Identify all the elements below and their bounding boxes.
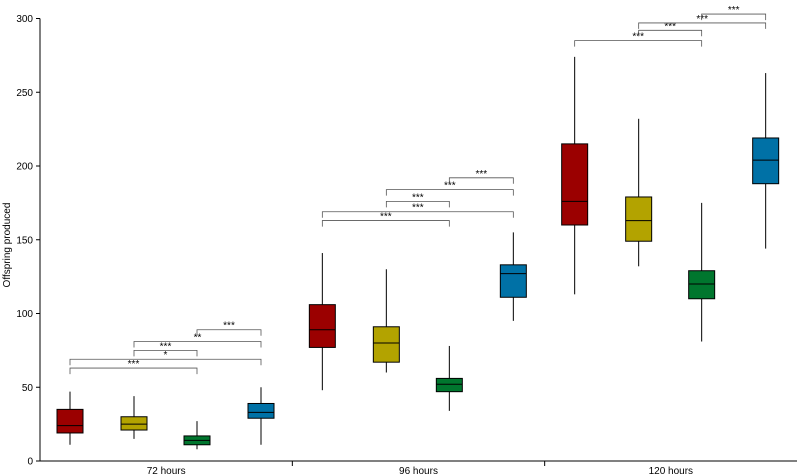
- bracket-line: [638, 29, 703, 37]
- significance-bracket: ***: [385, 181, 514, 196]
- box-1-3: [499, 232, 527, 321]
- box-2-2: [688, 202, 716, 342]
- bracket-line: [321, 220, 450, 227]
- bracket-line: [385, 201, 450, 208]
- box-0-1: [120, 396, 148, 439]
- significance-label: *: [164, 350, 168, 361]
- significance-bracket: *: [69, 350, 262, 366]
- bracket-line: [69, 367, 198, 375]
- significance-label: ***: [160, 341, 172, 352]
- iqr-box: [561, 143, 589, 226]
- iqr-box: [688, 270, 716, 300]
- x-tick-label: 72 hours: [147, 466, 186, 476]
- box-0-3: [247, 387, 275, 445]
- significance-bracket: ***: [448, 169, 514, 184]
- significance-label: ***: [128, 359, 140, 370]
- y-tick-label: 50: [22, 383, 34, 394]
- significance-brackets: ***************************************: [69, 5, 767, 375]
- bracket-line: [448, 177, 514, 184]
- significance-label: ***: [475, 169, 487, 180]
- iqr-box: [435, 377, 463, 393]
- iqr-box: [752, 137, 780, 185]
- significance-bracket: ***: [385, 192, 450, 208]
- y-axis-title: Offspring produced: [2, 203, 13, 288]
- bracket-line: [133, 341, 262, 348]
- iqr-box: [120, 416, 148, 431]
- significance-bracket: ***: [69, 359, 198, 375]
- x-tick-label: 96 hours: [399, 466, 438, 476]
- iqr-box: [499, 264, 527, 298]
- iqr-box: [372, 326, 400, 363]
- significance-bracket: ***: [133, 341, 198, 357]
- y-tick-label: 0: [27, 457, 33, 468]
- significance-bracket: ***: [321, 203, 514, 218]
- significance-label: ***: [412, 192, 424, 203]
- significance-bracket: ***: [321, 212, 450, 227]
- y-tick-label: 300: [16, 14, 33, 25]
- x-axis: 72 hours 96 hours 120 hours: [40, 460, 797, 476]
- iqr-box: [625, 196, 653, 242]
- bracket-line: [196, 329, 262, 336]
- significance-label: ***: [444, 181, 456, 192]
- iqr-box: [56, 408, 84, 434]
- box-1-1: [372, 269, 400, 373]
- y-tick-label: 100: [16, 309, 33, 320]
- bracket-line: [701, 13, 767, 21]
- iqr-box: [247, 402, 275, 419]
- box-2-1: [625, 118, 653, 267]
- significance-label: ***: [664, 21, 676, 32]
- bracket-line: [321, 211, 514, 218]
- box-2-0: [561, 56, 589, 295]
- bracket-line: [69, 358, 262, 366]
- significance-bracket: **: [133, 333, 262, 348]
- significance-label: ***: [223, 321, 235, 332]
- significance-label: ***: [380, 212, 392, 223]
- bracket-line: [133, 349, 198, 357]
- box-1-0: [308, 253, 336, 391]
- box-2-3: [752, 73, 780, 249]
- x-tick-label: 120 hours: [649, 466, 693, 476]
- box-groups: [56, 56, 780, 450]
- significance-bracket: ***: [574, 32, 703, 47]
- y-tick-label: 150: [16, 235, 33, 246]
- bracket-line: [574, 40, 703, 47]
- iqr-box: [308, 304, 336, 348]
- significance-bracket: ***: [638, 21, 703, 37]
- y-tick-label: 250: [16, 88, 33, 99]
- box-1-2: [435, 345, 463, 411]
- significance-bracket: ***: [196, 321, 262, 336]
- box-0-2: [183, 421, 211, 450]
- box-0-0: [56, 391, 84, 445]
- significance-label: ***: [696, 14, 708, 25]
- y-axis: 0 50 100 150 200 250 300: [16, 14, 41, 468]
- bracket-line: [385, 189, 514, 196]
- bracket-line: [638, 22, 767, 29]
- significance-label: ***: [728, 5, 740, 16]
- y-tick-label: 200: [16, 162, 33, 173]
- significance-bracket: ***: [638, 14, 767, 29]
- significance-label: ***: [412, 203, 424, 214]
- significance-label: ***: [632, 32, 644, 43]
- significance-label: **: [194, 333, 202, 344]
- significance-bracket: ***: [701, 5, 767, 21]
